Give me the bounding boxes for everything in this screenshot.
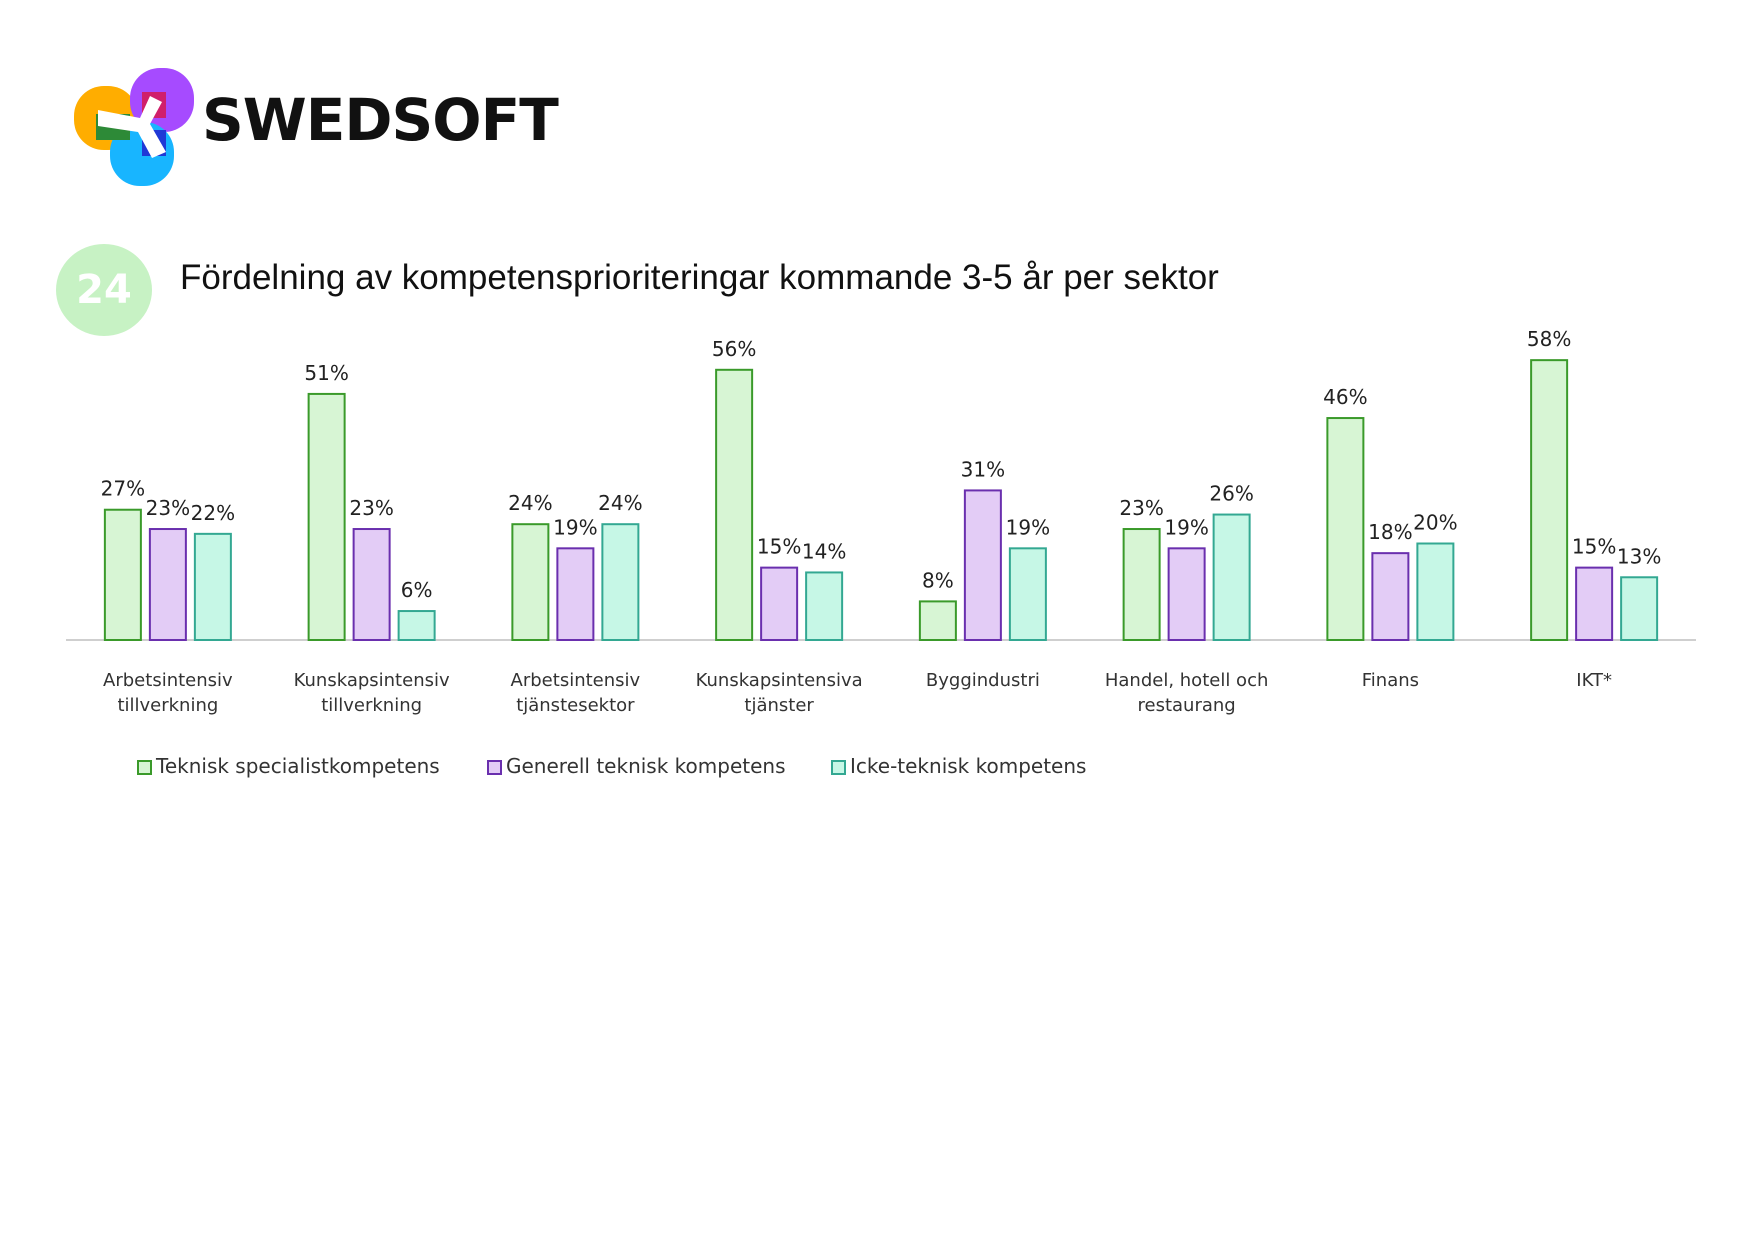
bar — [1167, 547, 1206, 642]
bar — [805, 571, 844, 642]
legend-label: Icke-teknisk kompetens — [850, 754, 1086, 778]
bar-value-label: 51% — [304, 361, 348, 385]
bar — [963, 489, 1002, 641]
bar — [352, 528, 391, 642]
bar-value-label: 23% — [349, 496, 393, 520]
legend-label: Teknisk specialistkompetens — [155, 754, 440, 778]
category-label: tjänstesektor — [516, 695, 635, 716]
legend-label: Generell teknisk kompetens — [506, 754, 786, 778]
bar — [193, 532, 232, 641]
bar — [148, 528, 187, 642]
bar — [1416, 542, 1455, 641]
bar-value-label: 19% — [1006, 515, 1050, 539]
chart-title: Fördelning av kompetensprioriteringar ko… — [180, 258, 1219, 297]
bar-value-label: 26% — [1209, 482, 1253, 506]
category-label: Kunskapsintensiva — [696, 670, 863, 691]
swedsoft-logo-mark — [74, 68, 194, 186]
bar — [1575, 566, 1614, 641]
category-label: Byggindustri — [926, 670, 1040, 691]
category-label: restaurang — [1138, 695, 1236, 716]
bar-value-label: 22% — [191, 501, 235, 525]
bar-value-label: 13% — [1617, 544, 1661, 568]
category-label: tillverkning — [117, 695, 218, 716]
bar-value-label: 20% — [1413, 511, 1457, 535]
bar — [1371, 552, 1410, 642]
bar — [1620, 576, 1659, 642]
bar — [715, 368, 754, 641]
bar — [918, 600, 957, 642]
bar-value-label: 14% — [802, 539, 846, 563]
bar — [511, 523, 550, 642]
bar-value-label: 19% — [553, 515, 597, 539]
bar — [103, 508, 142, 641]
bar-value-label: 19% — [1164, 515, 1208, 539]
bar — [556, 547, 595, 642]
bar-value-label: 6% — [401, 578, 433, 602]
figure-number-badge: 24 — [56, 244, 152, 336]
bar — [1122, 528, 1161, 642]
bar-value-label: 15% — [1572, 535, 1616, 559]
category-label: Arbetsintensiv — [103, 670, 233, 691]
legend-swatch — [137, 760, 152, 775]
bar — [1212, 513, 1251, 641]
bar-value-label: 8% — [922, 568, 954, 592]
bar-value-label: 27% — [101, 477, 145, 501]
logo-text: SWEDSOFT — [202, 86, 559, 154]
category-label: Handel, hotell och — [1105, 670, 1269, 691]
bar — [760, 566, 799, 641]
bar — [1326, 417, 1365, 641]
bar-value-label: 56% — [712, 337, 756, 361]
category-label: IKT* — [1576, 670, 1612, 691]
bar-value-label: 18% — [1368, 520, 1412, 544]
category-label: Arbetsintensiv — [511, 670, 641, 691]
bar — [397, 610, 436, 641]
bar-value-label: 58% — [1527, 327, 1571, 351]
bar-value-label: 15% — [757, 535, 801, 559]
category-label: tjänster — [744, 695, 814, 716]
bar — [307, 392, 346, 641]
bar-value-label: 24% — [598, 491, 642, 515]
bar-value-label: 23% — [1119, 496, 1163, 520]
category-label: tillverkning — [321, 695, 422, 716]
category-label: Kunskapsintensiv — [294, 670, 450, 691]
bar-value-label: 24% — [508, 491, 552, 515]
bar — [601, 523, 640, 642]
category-label: Finans — [1362, 670, 1419, 691]
bar — [1530, 359, 1569, 641]
swedsoft-logo: SWEDSOFT — [72, 66, 559, 186]
legend-swatch — [831, 760, 846, 775]
bar — [1008, 547, 1047, 642]
legend-swatch — [487, 760, 502, 775]
bar-value-label: 46% — [1323, 385, 1367, 409]
bar-value-label: 23% — [146, 496, 190, 520]
bar-value-label: 31% — [961, 457, 1005, 481]
